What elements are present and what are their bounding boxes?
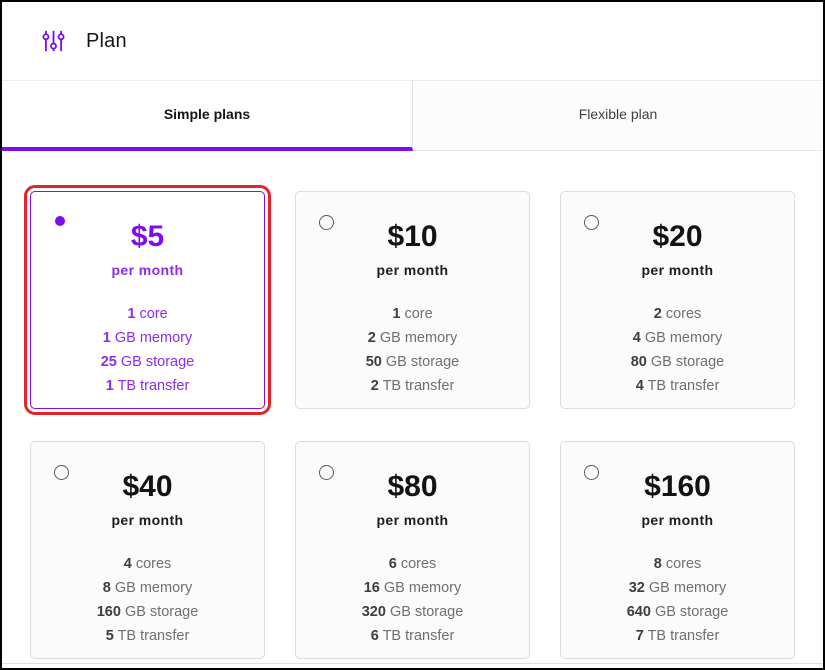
- plan-feature: 8 GB memory: [102, 580, 193, 596]
- plan-feature: 2 TB transfer: [370, 378, 455, 394]
- plan-features: 1 core 2 GB memory 50 GB storage 2 TB trans…: [296, 302, 529, 398]
- plan-period: per month: [111, 512, 184, 528]
- plan-feature: 2 cores: [653, 306, 702, 322]
- tab-flexible-plan-label: Flexible plan: [578, 106, 658, 122]
- plan-feature: 6 cores: [388, 556, 437, 572]
- plan-feature: 160 GB storage: [96, 604, 199, 620]
- plan-price: $160: [644, 470, 711, 503]
- plan-price: $5: [130, 220, 165, 253]
- plan-price: $10: [387, 220, 438, 253]
- plan-features: 4 cores 8 GB memory 160 GB storage 5 TB tra…: [31, 552, 264, 648]
- plan-period: per month: [641, 262, 714, 278]
- plan-feature: 1 GB memory: [102, 330, 193, 346]
- page-header: Plan: [2, 2, 823, 81]
- plan-price: $40: [122, 470, 173, 503]
- plan-feature: 32 GB memory: [628, 580, 727, 596]
- plan-feature: 8 cores: [653, 556, 702, 572]
- plan-radio-button[interactable]: [584, 465, 599, 480]
- plan-feature: 4 TB transfer: [635, 378, 720, 394]
- tab-flexible-plan[interactable]: Flexible plan: [413, 81, 823, 151]
- plan-feature: 1 TB transfer: [105, 378, 190, 394]
- plan-feature: 80 GB storage: [630, 354, 725, 370]
- plan-feature: 50 GB storage: [365, 354, 460, 370]
- content-bottom-divider: [2, 663, 823, 664]
- plan-radio-button[interactable]: [55, 216, 65, 226]
- tab-simple-plans[interactable]: Simple plans: [2, 81, 413, 151]
- plan-card[interactable]: $80 per month 6 cores 16 GB memory 320 GB …: [295, 441, 530, 659]
- plan-feature: 320 GB storage: [361, 604, 464, 620]
- plan-feature: 7 TB transfer: [635, 628, 720, 644]
- plan-card[interactable]: $10 per month 1 core 2 GB memory 50 GB sto…: [295, 191, 530, 409]
- plan-period: per month: [641, 512, 714, 528]
- plan-radio-button[interactable]: [319, 465, 334, 480]
- plan-card[interactable]: $160 per month 8 cores 32 GB memory 640 GB…: [560, 441, 795, 659]
- plan-card[interactable]: $40 per month 4 cores 8 GB memory 160 GB s…: [30, 441, 265, 659]
- plan-features: 2 cores 4 GB memory 80 GB storage 4 TB tran…: [561, 302, 794, 398]
- plan-feature: 1 core: [392, 306, 433, 322]
- plan-feature: 5 TB transfer: [105, 628, 190, 644]
- plan-period: per month: [111, 262, 184, 278]
- plan-feature: 640 GB storage: [626, 604, 729, 620]
- plan-feature: 16 GB memory: [363, 580, 462, 596]
- tab-simple-plans-label: Simple plans: [163, 106, 251, 122]
- plan-features: 6 cores 16 GB memory 320 GB storage 6 TB tr…: [296, 552, 529, 648]
- plan-feature: 2 GB memory: [367, 330, 458, 346]
- plan-feature: 4 GB memory: [632, 330, 723, 346]
- plan-grid: $5 per month 1 core 1 GB memory 25 GB stor…: [24, 185, 795, 659]
- page-title: Plan: [86, 29, 127, 52]
- plan-features: 1 core 1 GB memory 25 GB storage 1 TB trans…: [31, 302, 264, 398]
- plan-price: $20: [652, 220, 703, 253]
- plan-feature: 1 core: [127, 306, 168, 322]
- plan-feature: 4 cores: [123, 556, 172, 572]
- plan-radio-button[interactable]: [319, 215, 334, 230]
- plan-card[interactable]: $20 per month 2 cores 4 GB memory 80 GB st…: [560, 191, 795, 409]
- plan-price: $80: [387, 470, 438, 503]
- tab-panel-simple-plans: $5 per month 1 core 1 GB memory 25 GB stor…: [2, 151, 823, 659]
- plan-tabs: Simple plans Flexible plan: [2, 81, 823, 151]
- plan-period: per month: [376, 512, 449, 528]
- plan-features: 8 cores 32 GB memory 640 GB storage 7 TB tr…: [561, 552, 794, 648]
- plan-feature: 6 TB transfer: [370, 628, 455, 644]
- settings-adjust-icon: [40, 24, 68, 58]
- plan-feature: 25 GB storage: [100, 354, 195, 370]
- plan-card[interactable]: $5 per month 1 core 1 GB memory 25 GB stor…: [24, 185, 271, 415]
- plan-radio-button[interactable]: [54, 465, 69, 480]
- plan-period: per month: [376, 262, 449, 278]
- plan-radio-button[interactable]: [584, 215, 599, 230]
